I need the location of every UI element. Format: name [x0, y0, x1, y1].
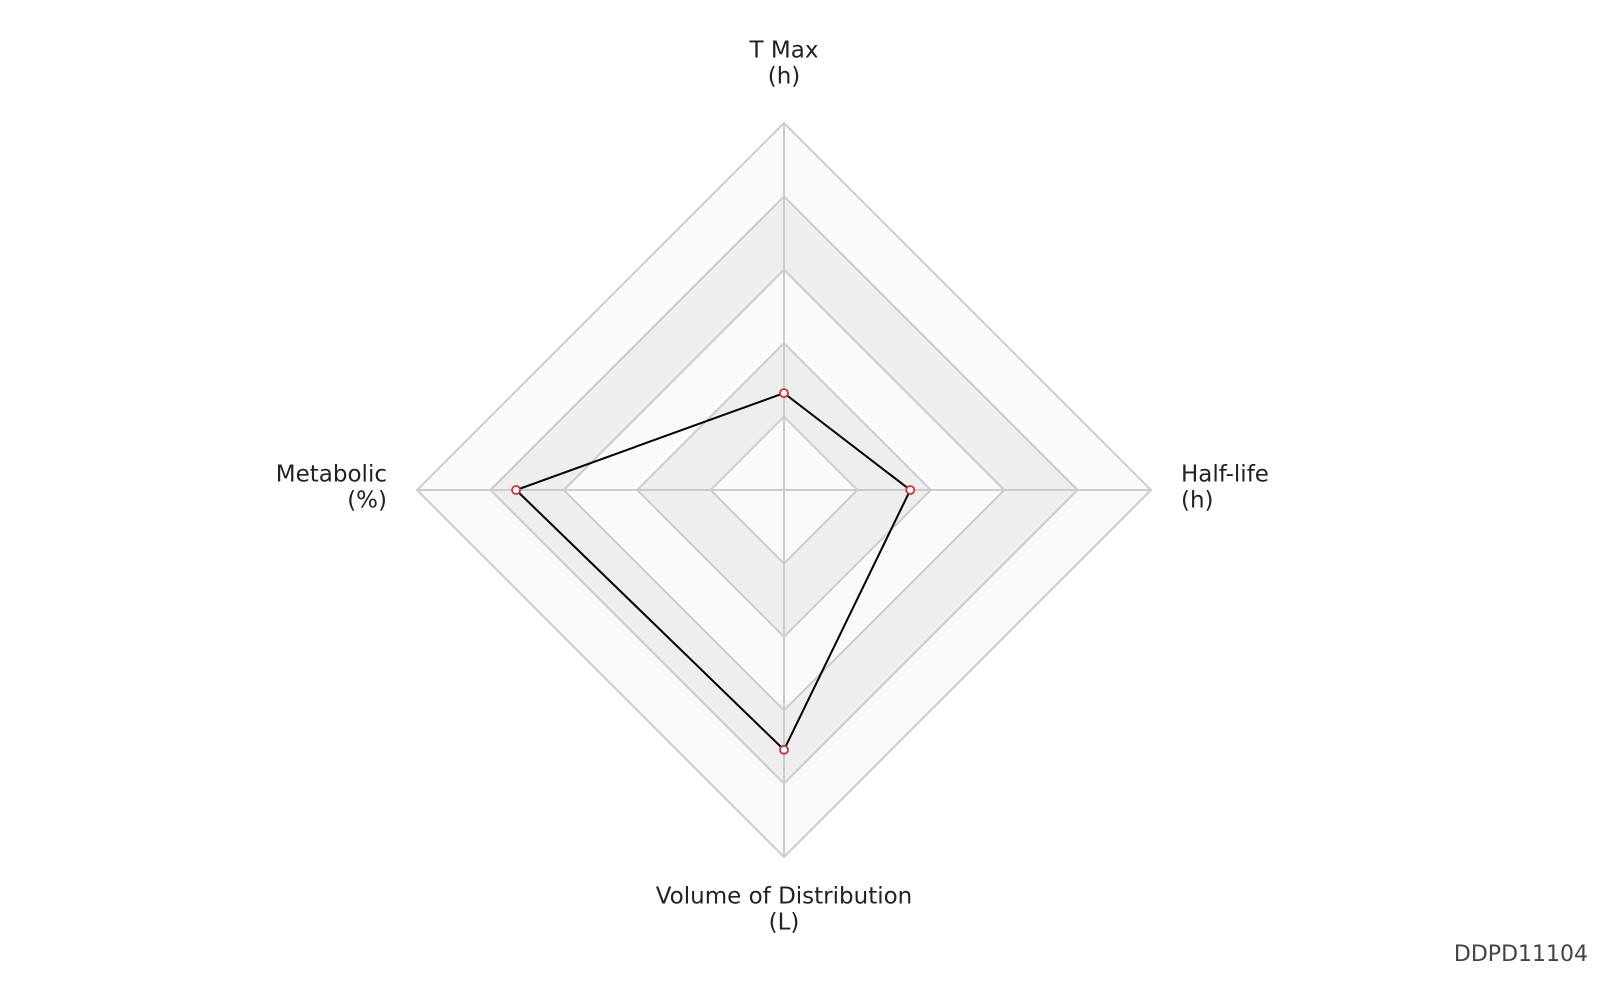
axis-label: Metabolic: [276, 462, 387, 488]
watermark: DDPD11104: [1454, 942, 1588, 967]
axis-unit: (h): [1181, 488, 1214, 514]
axis-unit: (%): [347, 488, 387, 514]
data-point: [779, 388, 789, 399]
axis-label: Volume of Distribution: [656, 884, 913, 910]
data-point: [779, 744, 789, 755]
data-point: [511, 485, 521, 495]
axis-label: T Max: [749, 38, 819, 64]
axis-label: Half-life: [1181, 462, 1269, 488]
axis-unit: (L): [769, 910, 800, 936]
data-point: [905, 485, 916, 495]
axis-unit: (h): [768, 64, 801, 90]
